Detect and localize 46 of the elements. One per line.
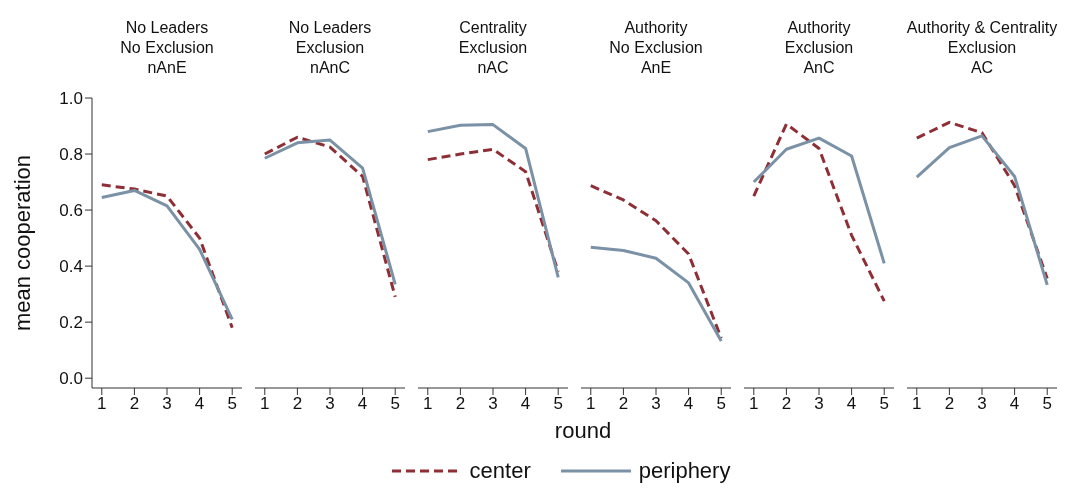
x-tick-label: 2 (781, 394, 792, 414)
y-tick-label: 0.8 (59, 145, 83, 165)
x-tick-label: 4 (846, 394, 857, 414)
chart-title: No Leaders No Exclusion nAnE (119, 18, 215, 78)
chart-title: Authority Exclusion AnC (783, 18, 855, 78)
chart-title: No Leaders Exclusion nAnC (287, 18, 373, 78)
y-tick-label: 0.4 (59, 257, 83, 277)
legend-label: center (469, 458, 531, 484)
x-tick-label: 4 (194, 394, 205, 414)
x-tick-label: 3 (162, 394, 172, 414)
x-tick-label: 1 (97, 394, 107, 414)
x-tick-label: 4 (1009, 394, 1020, 414)
x-tick-label: 5 (227, 394, 237, 414)
x-tick-label: 1 (423, 394, 433, 414)
x-tick-label: 2 (944, 394, 955, 414)
x-tick-label: 5 (1042, 394, 1052, 414)
y-tick-label: 0.6 (59, 201, 83, 221)
x-tick-label: 4 (683, 394, 694, 414)
x-tick-label: 2 (618, 394, 629, 414)
x-tick-label: 4 (520, 394, 531, 414)
x-tick-label: 3 (488, 394, 498, 414)
y-tick-label: 0.2 (59, 313, 83, 333)
y-tick-label: 0.0 (59, 369, 83, 389)
x-axis-title: round (553, 418, 613, 444)
chart-title: Centrality Exclusion nAC (457, 18, 529, 78)
y-axis-title: mean cooperation (10, 154, 35, 332)
chart-title: Authority & Centrality Exclusion AC (905, 18, 1059, 78)
x-tick-label: 2 (129, 394, 140, 414)
legend-label: periphery (638, 458, 731, 484)
x-tick-label: 4 (357, 394, 368, 414)
x-tick-label: 3 (325, 394, 335, 414)
x-tick-label: 1 (749, 394, 759, 414)
x-tick-label: 2 (292, 394, 303, 414)
x-tick-label: 3 (814, 394, 824, 414)
x-tick-label: 1 (912, 394, 922, 414)
x-tick-label: 3 (651, 394, 661, 414)
x-tick-label: 2 (455, 394, 466, 414)
x-tick-label: 5 (716, 394, 726, 414)
x-tick-label: 5 (553, 394, 563, 414)
y-tick-label: 1.0 (59, 89, 83, 109)
x-tick-label: 5 (879, 394, 889, 414)
x-tick-label: 5 (390, 394, 400, 414)
x-tick-label: 1 (586, 394, 596, 414)
x-tick-label: 1 (260, 394, 270, 414)
chart-title: Authority No Exclusion AnE (608, 18, 704, 78)
x-tick-label: 3 (977, 394, 987, 414)
